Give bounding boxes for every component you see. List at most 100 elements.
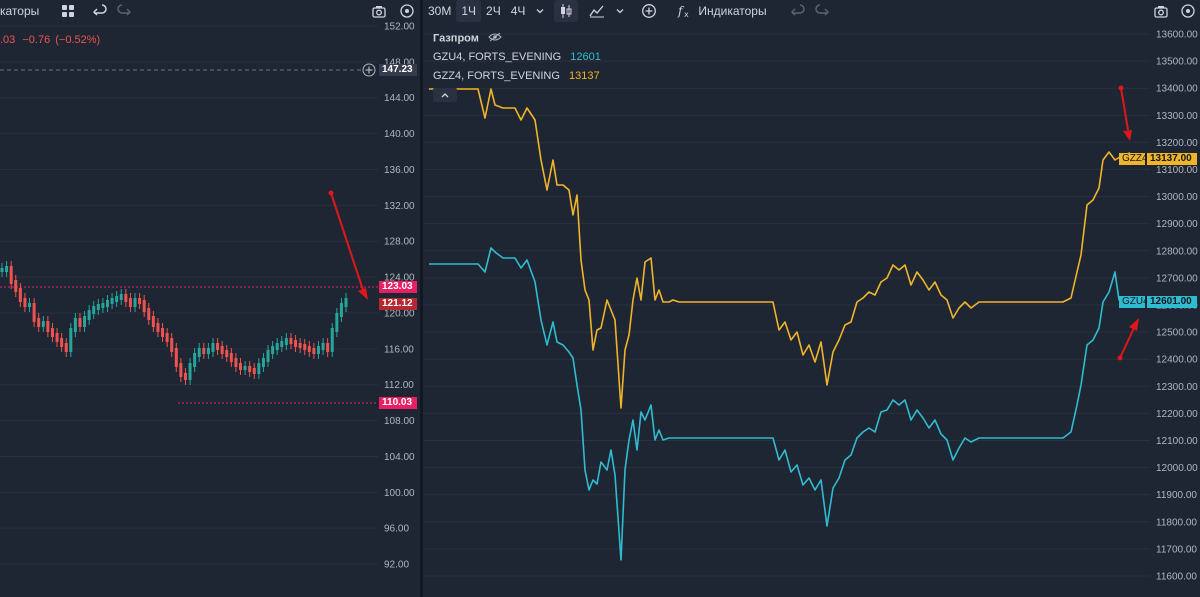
candle-body xyxy=(138,298,142,304)
price-tick-label: 12200.00 xyxy=(1156,409,1198,420)
price-tick-label: 13500.00 xyxy=(1156,57,1198,68)
candle-body xyxy=(23,298,27,307)
candle-body xyxy=(183,373,187,380)
candle-body xyxy=(206,348,210,354)
series-name: GZZ4, FORTS_EVENING xyxy=(433,70,560,82)
price-tick-label: 12000.00 xyxy=(1156,463,1198,474)
add-symbol-icon[interactable] xyxy=(636,0,662,22)
candle-body xyxy=(252,368,256,374)
gzz4-annotation-arrow[interactable] xyxy=(1118,85,1133,142)
candle-body xyxy=(339,303,343,317)
left-price-chart[interactable]: 152.00 148.00 144.00 140.00 136.00 132.00 128.… xyxy=(0,0,420,597)
indicators-button[interactable]: каторы xyxy=(0,0,44,22)
candle-body xyxy=(55,333,59,342)
candle-body xyxy=(41,321,45,327)
candle-body xyxy=(170,338,174,352)
price-tick-label: 144.00 xyxy=(384,93,415,104)
ohlc-partial-value: .03 xyxy=(0,34,16,46)
series-name: GZU4, FORTS_EVENING xyxy=(433,51,562,63)
redo-icon[interactable] xyxy=(112,0,136,22)
settings-icon[interactable] xyxy=(394,0,420,22)
gzz4-symbol-tag: GZZ4 xyxy=(1119,153,1148,165)
candle-body xyxy=(92,306,96,314)
candle-body xyxy=(96,304,100,310)
ohlc-change-readout: .03 −0.76 (−0.52%) xyxy=(0,34,100,46)
legend-series-gzu4[interactable]: GZU4, FORTS_EVENING 12601 xyxy=(433,51,601,63)
left-annotation-arrow[interactable] xyxy=(328,190,369,301)
candle-body xyxy=(174,348,178,367)
price-tick-label: 12100.00 xyxy=(1156,436,1198,447)
candle-body xyxy=(105,300,109,307)
gzz4-price-tag: 13137.00 xyxy=(1147,153,1197,165)
chevron-down-icon[interactable] xyxy=(530,0,550,22)
right-chart-panel[interactable]: 13600.00 13500.00 13400.00 13300.00 13200.00… xyxy=(423,0,1200,597)
right-grid xyxy=(423,33,1150,577)
price-tick-label: 100.00 xyxy=(384,488,415,499)
candle-body xyxy=(188,363,192,380)
candle-body xyxy=(50,328,54,337)
candle-body xyxy=(344,298,348,307)
price-tick-label: 12400.00 xyxy=(1156,355,1198,366)
candle-body xyxy=(234,358,238,367)
series-value: 13137 xyxy=(569,70,600,82)
settings-icon[interactable] xyxy=(1175,0,1200,22)
area-chart-icon[interactable] xyxy=(584,0,610,22)
price-tick-label: 96.00 xyxy=(384,524,409,535)
add-plus-icon[interactable] xyxy=(362,63,376,80)
upper-line-price-tag: 123.03 xyxy=(379,281,417,293)
spread-line-chart[interactable]: 13600.00 13500.00 13400.00 13300.00 13200.00… xyxy=(423,0,1200,597)
candle-body xyxy=(64,343,68,352)
legend-collapse-button[interactable] xyxy=(433,88,457,102)
left-grid xyxy=(0,25,378,565)
candle-body xyxy=(193,353,197,367)
price-tick-label: 152.00 xyxy=(384,22,415,33)
candle-body xyxy=(83,316,87,327)
price-tick-label: 12700.00 xyxy=(1156,273,1198,284)
candles-style-icon[interactable] xyxy=(554,0,579,22)
timeframe-4h[interactable]: 4Ч xyxy=(510,4,526,18)
price-tick-label: 108.00 xyxy=(384,416,415,427)
camera-icon[interactable] xyxy=(1149,0,1173,22)
price-tick-label: 13300.00 xyxy=(1156,111,1198,122)
gzu4-annotation-arrow[interactable] xyxy=(1117,318,1140,361)
candle-body xyxy=(298,343,302,348)
candle-body xyxy=(335,313,339,332)
lower-line-price-tag: 110.03 xyxy=(379,397,417,409)
candle-body xyxy=(321,343,325,350)
price-tick-label: 12800.00 xyxy=(1156,246,1198,257)
undo-icon[interactable] xyxy=(88,0,112,22)
candle-body xyxy=(32,303,36,322)
price-change-percent: (−0.52%) xyxy=(55,34,101,46)
templates-grid-icon[interactable] xyxy=(56,0,80,22)
left-chart-panel[interactable]: 152.00 148.00 144.00 140.00 136.00 132.00 128.… xyxy=(0,0,420,597)
svg-text:x: x xyxy=(684,10,689,18)
candle-body xyxy=(225,350,229,357)
timeframe-1h[interactable]: 1Ч xyxy=(456,0,482,22)
legend-main-row[interactable]: Газпром xyxy=(433,32,502,45)
price-tick-label: 12900.00 xyxy=(1156,219,1198,230)
price-change: −0.76 xyxy=(22,34,51,46)
candle-body xyxy=(5,266,9,272)
candle-body xyxy=(243,366,247,370)
redo-icon[interactable] xyxy=(810,0,834,22)
legend-series-gzz4[interactable]: GZZ4, FORTS_EVENING 13137 xyxy=(433,70,600,82)
timeframe-30m[interactable]: 30М xyxy=(428,4,452,18)
price-tick-label: 148.00 xyxy=(384,57,415,68)
gzu4-symbol-tag: GZU4 xyxy=(1119,296,1149,308)
eye-hidden-icon[interactable] xyxy=(488,32,502,45)
undo-icon[interactable] xyxy=(786,0,810,22)
candle-body xyxy=(156,323,160,332)
panel-divider[interactable] xyxy=(420,0,423,597)
camera-icon[interactable] xyxy=(367,0,391,22)
candle-body xyxy=(261,358,265,367)
candle-body xyxy=(165,333,169,342)
candle-body xyxy=(124,294,128,302)
price-tick-label: 13000.00 xyxy=(1156,192,1198,203)
gzu4-series-line xyxy=(429,247,1131,561)
chevron-down-icon[interactable] xyxy=(610,0,630,22)
candle-body xyxy=(87,310,91,320)
timeframe-2h[interactable]: 2Ч xyxy=(486,4,501,18)
left-price-axis[interactable]: 152.00 148.00 144.00 140.00 136.00 132.00 128.… xyxy=(384,22,415,571)
